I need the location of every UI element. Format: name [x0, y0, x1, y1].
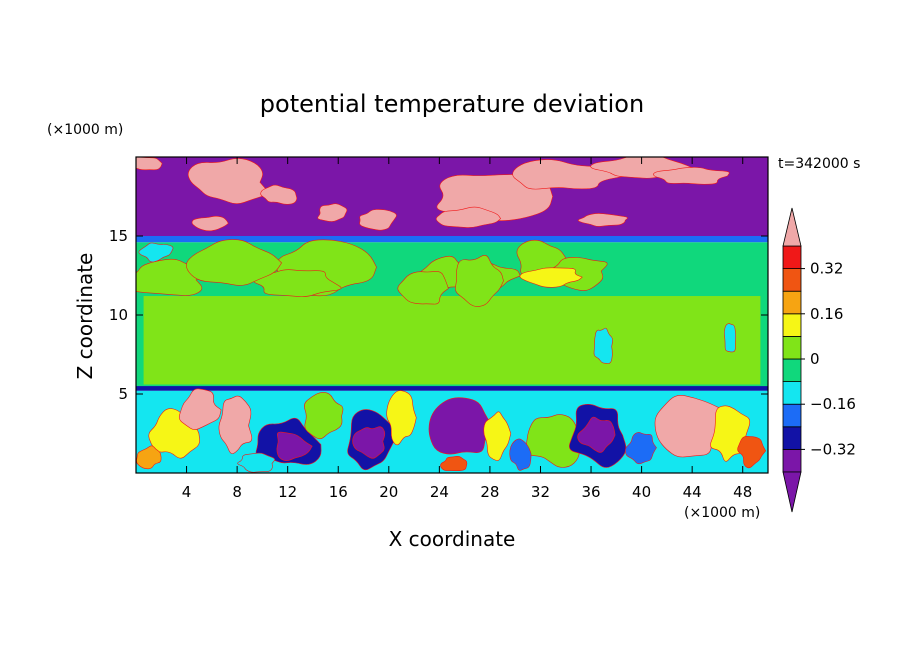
upper-positive-blob: [435, 206, 501, 228]
colorbar-bin: [782, 403, 802, 428]
colorbar-tick-label: 0.16: [810, 305, 843, 323]
upper-positive-blob: [577, 213, 628, 227]
colorbar-bin: [782, 426, 802, 450]
middle-cool-patch: [138, 242, 174, 263]
boundary-layer-eddy: [386, 390, 417, 446]
x-tick-label: 12: [278, 483, 297, 501]
time-label: t=342000 s: [778, 156, 860, 172]
colorbar-bin: [782, 313, 802, 337]
colorbar-tick-label: −0.16: [810, 395, 856, 413]
middle-positive-patch: [186, 239, 282, 286]
colorbar-bin: [782, 268, 802, 292]
x-tick-label: 24: [430, 483, 449, 501]
boundary-layer-eddy: [737, 436, 767, 469]
colorbar-extend-top: [782, 207, 802, 247]
x-tick-label: 4: [182, 483, 192, 501]
x-tick-label: 40: [632, 483, 651, 501]
boundary-layer-eddy: [440, 455, 468, 472]
boundary-layer-eddy: [428, 397, 493, 455]
boundary-layer-eddy: [654, 395, 727, 458]
boundary-layer-eddy: [304, 392, 344, 440]
x-tick-label: 48: [733, 483, 752, 501]
x-axis-ticks: 4 8 12 16 20 24 28 32 36 40 44 48: [182, 157, 752, 501]
boundary-layer-eddy: [237, 452, 275, 473]
chart-title: potential temperature deviation: [260, 90, 644, 118]
colorbar-bin: [782, 381, 802, 405]
boundary-layer-eddy: [352, 426, 386, 459]
x-axis-unit: (×1000 m): [684, 505, 760, 521]
y-tick-label: 5: [118, 385, 128, 403]
boundary-layer-eddy: [276, 431, 313, 462]
middle-positive-patch: [455, 254, 504, 307]
x-axis-label: X coordinate: [389, 527, 516, 551]
upper-positive-blob: [187, 158, 268, 204]
y-tick-label: 15: [109, 227, 128, 245]
x-tick-label: 16: [329, 483, 348, 501]
upper-positive-blob: [653, 167, 730, 185]
tropopause-band: [136, 236, 768, 243]
middle-cool-patch: [724, 323, 737, 353]
boundary-layer-eddy: [483, 411, 512, 461]
boundary-layer-eddy: [509, 438, 532, 471]
x-tick-label: 8: [232, 483, 242, 501]
layer-interface-band: [136, 386, 768, 391]
y-tick-label: 10: [109, 306, 128, 324]
upper-positive-blob: [191, 215, 229, 232]
upper-positive-blob: [359, 209, 397, 231]
x-tick-label: 44: [683, 483, 702, 501]
y-axis-ticks: 5 10 15: [109, 227, 768, 403]
boundary-layer-eddy: [577, 416, 616, 453]
upper-positive-blob: [136, 157, 163, 171]
boundary-layer-eddy: [178, 388, 222, 430]
colorbar-tick-label: −0.32: [810, 440, 856, 458]
boundary-layer-eddy: [525, 414, 580, 468]
colorbar-bin: [782, 358, 802, 383]
upper-positive-blob: [260, 184, 298, 205]
boundary-layer-eddy: [218, 395, 253, 454]
colorbar-bin: [782, 290, 802, 315]
upper-positive-blob: [317, 203, 348, 222]
boundary-layer-eddy: [625, 432, 657, 465]
colorbar-tick-label: 0.32: [810, 260, 843, 278]
middle-cool-patch: [593, 327, 613, 364]
x-tick-label: 36: [581, 483, 600, 501]
x-tick-label: 20: [379, 483, 398, 501]
boundary-layer-eddy: [136, 445, 162, 470]
colorbar-bin: [782, 335, 802, 360]
y-axis-label: Z coordinate: [73, 253, 97, 380]
colorbar-extend-bottom: [782, 471, 802, 513]
contour-field: [136, 157, 768, 473]
middle-warm-patch: [519, 267, 583, 288]
colorbar-tick-label: 0: [810, 350, 820, 368]
middle-positive-patch: [397, 271, 449, 305]
contour-features: [136, 157, 767, 473]
y-axis-unit: (×1000 m): [47, 122, 123, 138]
colorbar: 0.32 0.16 0 −0.16 −0.32: [782, 207, 856, 513]
x-tick-label: 28: [480, 483, 499, 501]
middle-positive-zone: [143, 296, 761, 385]
x-tick-label: 32: [531, 483, 550, 501]
colorbar-bin: [782, 448, 802, 473]
colorbar-bin: [782, 245, 802, 270]
